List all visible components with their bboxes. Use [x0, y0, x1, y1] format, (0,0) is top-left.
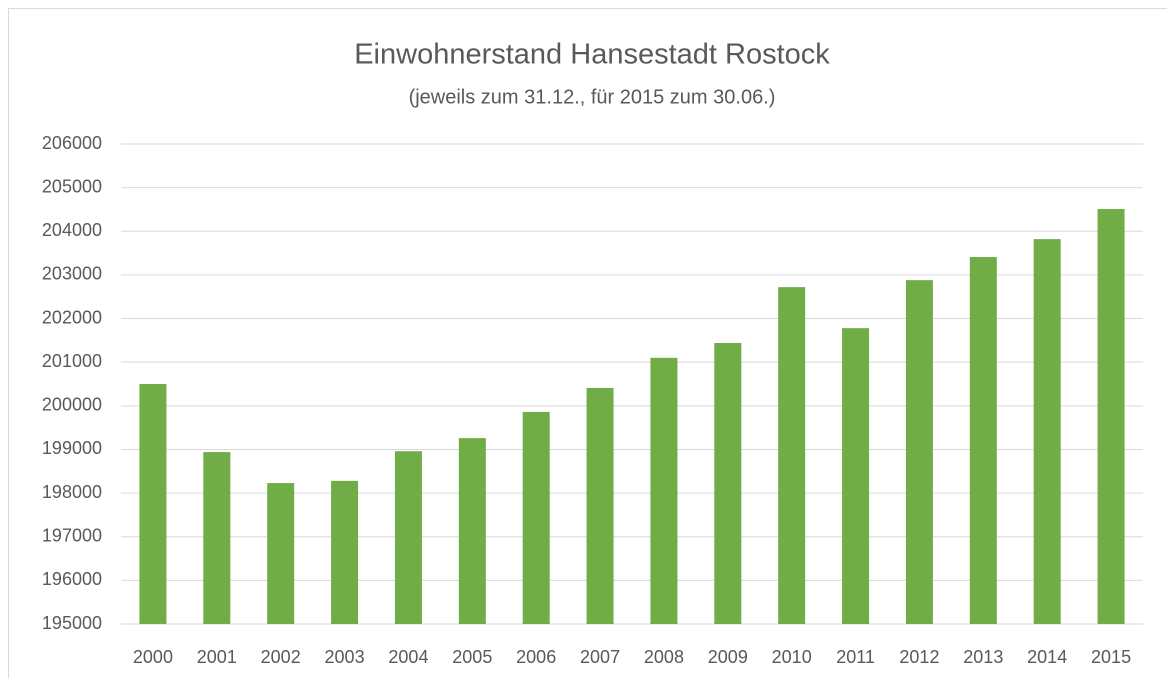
y-tick-label: 200000: [42, 395, 102, 415]
bar: [714, 342, 742, 624]
bar: [331, 480, 359, 624]
bar: [842, 328, 870, 624]
x-tick-label: 2015: [1091, 647, 1131, 667]
bar: [905, 280, 933, 624]
bar: [1097, 209, 1125, 624]
y-tick-label: 198000: [42, 482, 102, 502]
bar: [969, 257, 997, 624]
y-tick-label: 199000: [42, 438, 102, 458]
y-tick-label: 204000: [42, 220, 102, 240]
x-tick-label: 2012: [899, 647, 939, 667]
bar: [139, 384, 167, 624]
x-tick-label: 2002: [261, 647, 301, 667]
chart-title: Einwohnerstand Hansestadt Rostock: [354, 39, 830, 71]
bar: [586, 387, 614, 624]
bar: [778, 287, 806, 624]
bar: [394, 451, 422, 624]
x-tick-label: 2004: [388, 647, 428, 667]
x-tick-label: 2000: [133, 647, 173, 667]
y-tick-label: 201000: [42, 351, 102, 371]
y-tick-label: 206000: [42, 133, 102, 153]
x-tick-label: 2003: [325, 647, 365, 667]
y-tick-label: 205000: [42, 176, 102, 196]
chart-subtitle: (jeweils zum 31.12., für 2015 zum 30.06.…: [409, 86, 776, 108]
bar: [203, 452, 231, 624]
x-tick-label: 2011: [836, 647, 875, 667]
x-tick-label: 2006: [516, 647, 556, 667]
y-tick-label: 197000: [42, 525, 102, 545]
y-tick-label: 203000: [42, 264, 102, 284]
y-tick-label: 202000: [42, 307, 102, 327]
bar: [458, 438, 486, 624]
x-tick-label: 2007: [580, 647, 620, 667]
x-tick-label: 2013: [963, 647, 1003, 667]
x-tick-label: 2001: [197, 647, 237, 667]
x-tick-label: 2005: [452, 647, 492, 667]
x-tick-label: 2009: [708, 647, 748, 667]
bar: [1033, 239, 1061, 625]
y-tick-label: 195000: [42, 613, 102, 633]
x-tick-label: 2008: [644, 647, 684, 667]
bar: [650, 357, 678, 624]
y-tick-label: 196000: [42, 569, 102, 589]
x-tick-label: 2014: [1027, 647, 1067, 667]
bar: [522, 411, 550, 624]
bar: [267, 483, 295, 624]
x-tick-label: 2010: [772, 647, 812, 667]
